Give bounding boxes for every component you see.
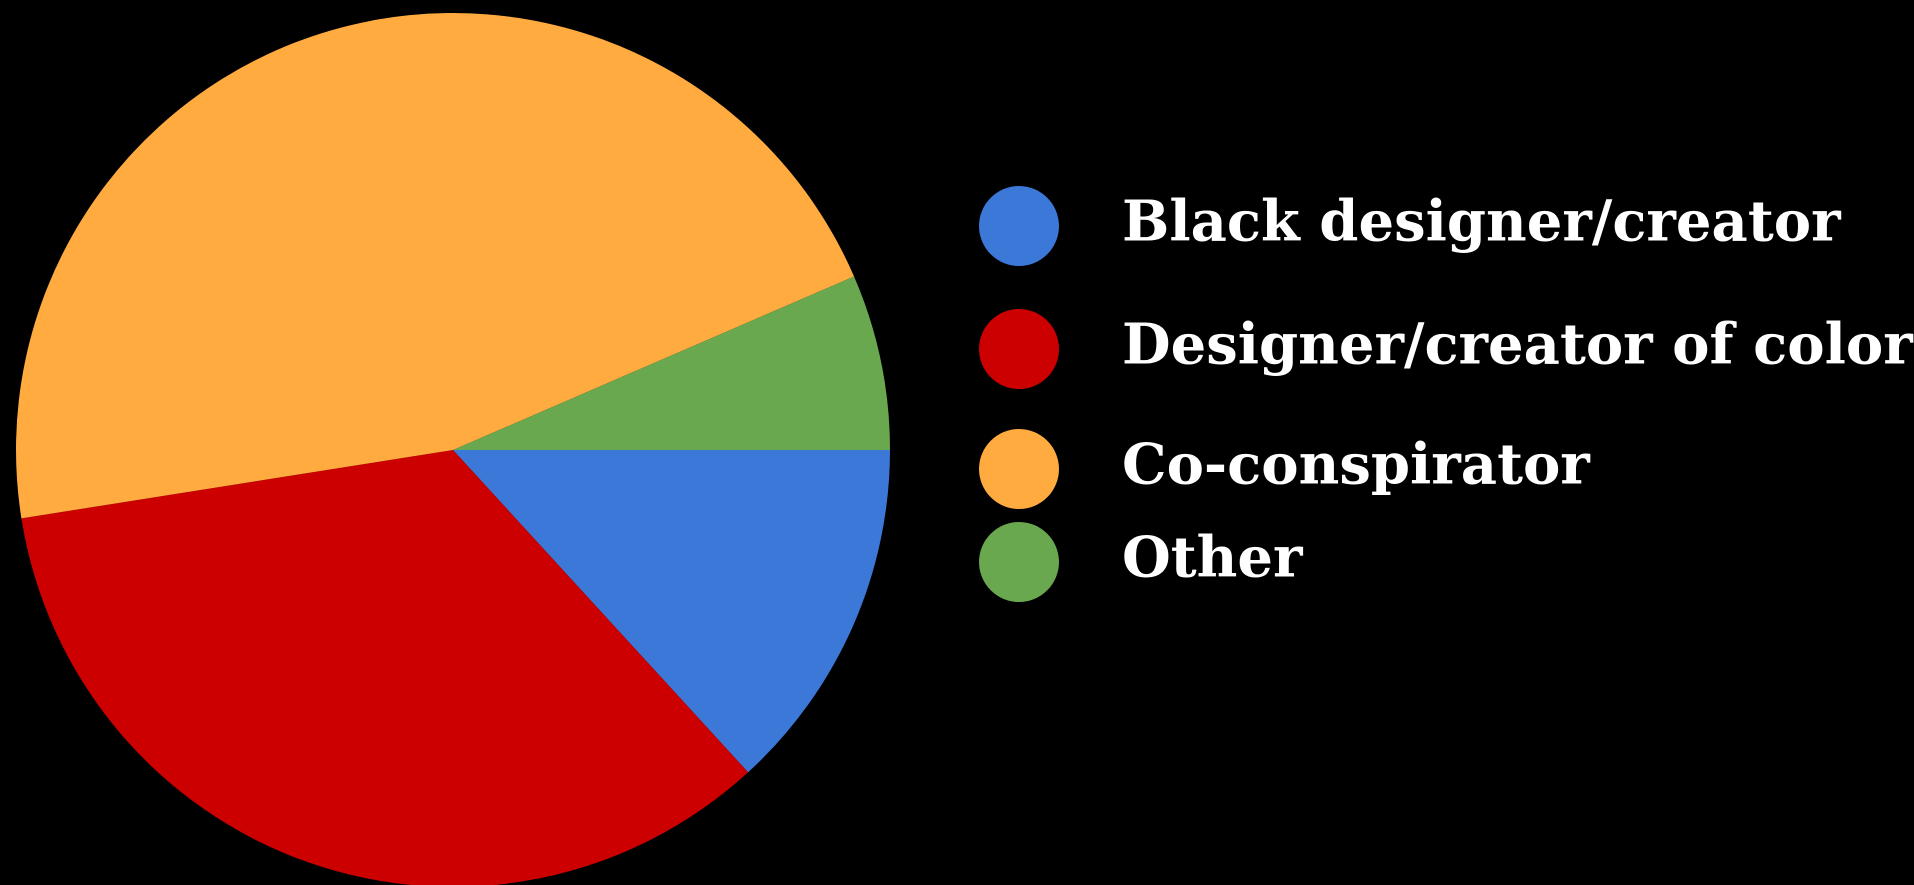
pie-slice-black-designer-creator	[453, 450, 890, 773]
legend-swatch	[979, 309, 1059, 389]
pie-slices	[16, 13, 890, 885]
legend-item-designer-creator-of-color: Designer/creator of color	[979, 309, 1914, 389]
chart-legend: Black designer/creator Designer/creator o…	[979, 186, 1914, 602]
legend-item-co-conspirator: Co-conspirator	[979, 429, 1591, 509]
legend-label: Black designer/creator	[1122, 189, 1842, 255]
pie-slice-other	[453, 276, 890, 450]
legend-label: Co-conspirator	[1122, 432, 1591, 498]
legend-swatch	[979, 429, 1059, 509]
pie-slice-co-conspirator	[16, 13, 855, 519]
legend-item-black-designer-creator: Black designer/creator	[979, 186, 1842, 266]
legend-label: Other	[1122, 525, 1304, 591]
pie-slice-designer-creator-of-color	[21, 450, 749, 885]
legend-item-other: Other	[979, 522, 1304, 602]
legend-swatch	[979, 186, 1059, 266]
legend-swatch	[979, 522, 1059, 602]
legend-label: Designer/creator of color	[1122, 312, 1914, 378]
